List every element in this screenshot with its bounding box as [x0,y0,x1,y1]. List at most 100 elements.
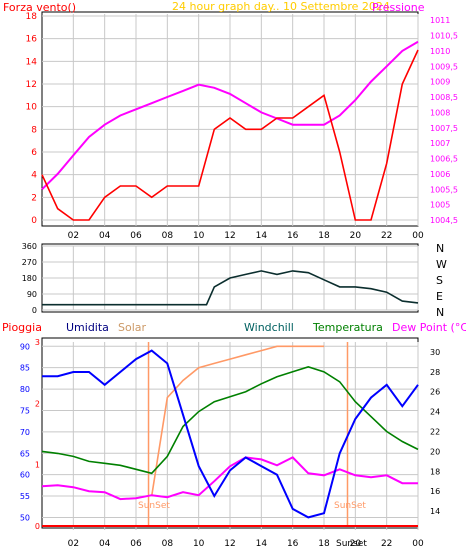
y-left-tick-label: 6 [31,148,37,158]
y-left-tick-label: 8 [31,125,37,135]
legend-temperature: Temperatura [312,321,383,334]
rain-tick-label: 1 [35,461,40,470]
y-right-tick-label: 1008 [430,108,450,117]
y-right-tick-label: 1007 [430,139,450,148]
x-tick-label: 18 [318,539,330,549]
x-extra-label: Sunset [336,539,367,549]
temp-tick-label: 22 [430,428,440,437]
compass-label: N [436,306,444,319]
y-right-tick-label: 1011 [430,16,450,25]
rain-tick-label: 3 [35,338,40,347]
mid-y-tick-label: 0 [32,306,37,315]
pressure-label: Pressione [372,1,425,14]
x-tick-label: 08 [162,539,174,549]
temp-tick-label: 28 [430,368,440,377]
top-x-ticks: 02 04 06 08 10 12 14 16 18 20 22 00 [68,231,424,241]
x-tick-label: 10 [193,231,205,241]
x-tick-label: 12 [224,539,235,549]
sunset-label: SunSet [334,501,366,511]
mid-y-ticks: 360 270 180 90 0 [22,242,37,315]
humidity-tick-label: 80 [20,385,30,394]
mid-y-tick-label: 270 [22,258,37,267]
bottom-grid [42,342,419,530]
x-tick-label: 06 [130,539,142,549]
pressure-line [41,40,419,191]
x-tick-label: 22 [381,539,392,549]
x-tick-label: 14 [256,539,268,549]
top-grid [42,14,419,226]
y-right-tick-label: 1009 [430,78,450,87]
x-tick-label: 10 [193,539,205,549]
bottom-y-left-ticks: 90 85 80 75 70 65 60 55 50 [20,342,30,522]
y-left-tick-label: 14 [26,57,38,67]
y-left-tick-label: 2 [31,193,37,203]
y-left-tick-label: 16 [26,35,38,45]
top-y-left-ticks: 18 16 14 12 10 8 6 4 2 0 [26,12,38,226]
y-right-tick-label: 1006,5 [430,155,458,164]
x-tick-label: 02 [68,231,79,241]
y-right-tick-label: 1007,5 [430,124,458,133]
legend-humidity: Umidita [66,321,109,334]
temp-tick-label: 18 [430,467,440,476]
compass-label: E [436,290,443,303]
y-right-tick-label: 1008,5 [430,93,458,102]
x-tick-label: 12 [224,231,235,241]
x-tick-label: 00 [412,539,424,549]
x-tick-label: 18 [318,231,330,241]
y-right-tick-label: 1005 [430,201,450,210]
humidity-line [42,349,419,519]
y-right-tick-label: 1010 [430,47,450,56]
compass-label: S [436,274,443,287]
top-series [41,40,419,221]
bottom-x-ticks: 02 04 06 08 10 12 14 16 18 20 22 00 [68,539,424,549]
temp-tick-label: 24 [430,408,440,417]
mid-y-tick-label: 180 [22,274,37,283]
x-tick-label: 06 [130,231,142,241]
y-right-tick-label: 1006 [430,170,450,179]
y-left-tick-label: 10 [26,103,38,113]
y-left-tick-label: 12 [26,80,37,90]
y-right-tick-label: 1010,5 [430,32,458,41]
y-left-tick-label: 0 [31,216,37,226]
temperature-line [41,366,419,475]
x-tick-label: 08 [162,231,174,241]
temp-tick-label: 30 [430,348,440,357]
x-tick-label: 22 [381,231,392,241]
bottom-y-rain-ticks: 3 2 1 0 [35,338,40,531]
x-tick-label: 20 [350,539,362,549]
top-y-right-ticks: 1011 1010,5 1010 1009,5 1009 1008,5 1008 1007,5… [430,16,458,225]
sunrise-label: SunSet [138,501,170,511]
x-tick-label: 04 [99,231,111,241]
wind-direction-line [42,270,419,306]
rain-tick-label: 0 [35,522,40,531]
legend-dewpoint: Dew Point (°C) [392,321,466,334]
bottom-y-right-ticks: 30 28 26 24 22 20 18 16 14 [430,348,440,516]
wind-speed-label: Forza vento() [3,1,76,14]
temp-tick-label: 26 [430,388,440,397]
mid-y-tick-label: 90 [27,290,37,299]
y-left-tick-label: 4 [31,171,37,181]
y-right-tick-label: 1004,5 [430,216,458,225]
y-right-tick-label: 1009,5 [430,62,458,71]
x-tick-label: 20 [350,231,362,241]
wind-speed-line [41,49,419,221]
humidity-tick-label: 75 [20,406,30,415]
temp-tick-label: 16 [430,487,440,496]
humidity-tick-label: 50 [20,513,30,522]
humidity-tick-label: 55 [20,492,30,501]
bottom-series [41,342,419,527]
x-tick-label: 16 [287,231,299,241]
chart-title: 24 hour graph day.. 10 Settembre 2024 [172,0,390,13]
x-tick-label: 14 [256,231,268,241]
x-tick-label: 02 [68,539,79,549]
x-tick-label: 16 [287,539,299,549]
y-right-tick-label: 1005,5 [430,185,458,194]
mid-series [42,270,419,306]
legend-rain: Pioggia [2,321,42,334]
